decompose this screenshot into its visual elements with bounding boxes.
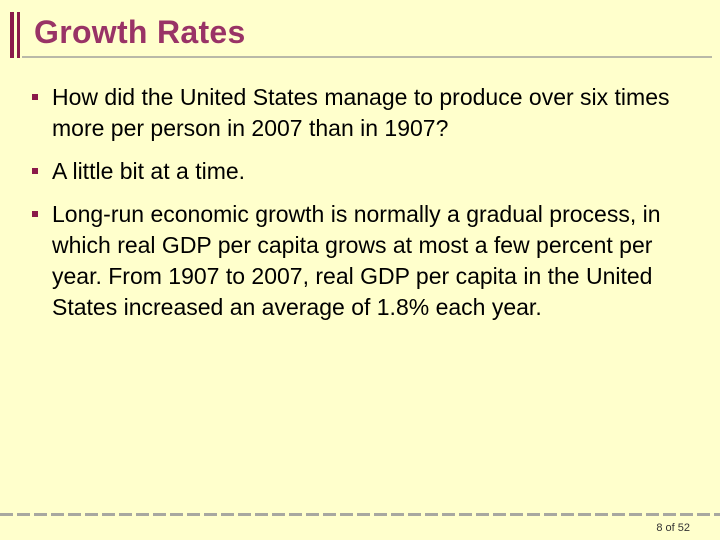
- bullet-item: How did the United States manage to prod…: [32, 82, 692, 144]
- square-bullet-icon: [32, 94, 38, 100]
- title-divider: [22, 56, 712, 58]
- square-bullet-icon: [32, 168, 38, 174]
- bullet-text: How did the United States manage to prod…: [52, 84, 670, 141]
- bullet-item: Long-run economic growth is normally a g…: [32, 199, 692, 323]
- title-accent-bar: [17, 12, 20, 58]
- page-number: 8 of 52: [656, 522, 690, 534]
- footer-dashed-divider: [0, 513, 720, 516]
- bullet-text: Long-run economic growth is normally a g…: [52, 201, 661, 320]
- bullet-text: A little bit at a time.: [52, 158, 246, 184]
- square-bullet-icon: [32, 211, 38, 217]
- bullet-item: A little bit at a time.: [32, 156, 692, 187]
- slide-title: Growth Rates: [34, 14, 246, 50]
- title-accent-bar: [10, 12, 14, 58]
- bullet-list: How did the United States manage to prod…: [32, 82, 692, 335]
